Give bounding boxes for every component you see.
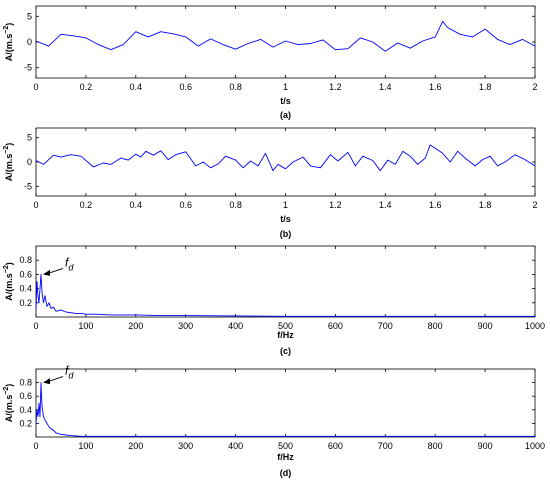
chart-panel: 0 100 200 300 400 500 600 700 800 900 1000 0.2 0.4 0.… bbox=[3, 364, 545, 478]
y-tick-label: 5 bbox=[27, 11, 32, 21]
x-tick-label: 0 bbox=[33, 321, 38, 331]
panel-caption: (a) bbox=[280, 110, 291, 120]
x-tick-label: 0.8 bbox=[229, 82, 242, 92]
x-axis-label: f/Hz bbox=[277, 452, 294, 462]
x-tick-label: 400 bbox=[228, 441, 243, 451]
x-tick-label: 900 bbox=[478, 441, 493, 451]
x-tick-label: 100 bbox=[78, 441, 93, 451]
y-tick-label: 0.4 bbox=[19, 284, 32, 294]
x-tick-label: 800 bbox=[428, 441, 443, 451]
x-tick-label: 1 bbox=[283, 82, 288, 92]
x-tick-label: 100 bbox=[78, 321, 93, 331]
y-tick-label: 0.8 bbox=[19, 255, 32, 265]
x-tick-label: 300 bbox=[178, 321, 193, 331]
chart-panel: 0 100 200 300 400 500 600 700 800 900 1000 0.2 0.4 0.… bbox=[3, 245, 545, 356]
x-tick-label: 2 bbox=[532, 82, 537, 92]
panel-caption: (c) bbox=[280, 346, 291, 356]
x-tick-label: 400 bbox=[228, 321, 243, 331]
y-tick-label: 0.4 bbox=[19, 405, 32, 415]
x-tick-label: 0 bbox=[33, 82, 38, 92]
y-tick-label: 0.2 bbox=[19, 418, 32, 428]
x-tick-label: 300 bbox=[178, 441, 193, 451]
x-tick-label: 700 bbox=[378, 321, 393, 331]
plot-frame bbox=[35, 245, 536, 318]
chart-panel: 0 0.2 0.4 0.6 0.8 1 1.2 1.4 1.6 1.8 250-5A/(m.s−2)… bbox=[3, 5, 538, 120]
plot-frame bbox=[35, 5, 536, 79]
x-tick-label: 0.6 bbox=[179, 82, 192, 92]
y-axis-label: A/(m.s−2) bbox=[3, 262, 14, 301]
annotation-label: fd bbox=[65, 364, 74, 381]
y-tick-label: 0 bbox=[27, 157, 32, 167]
y-axis-label: A/(m.s−2) bbox=[3, 143, 14, 182]
y-tick-label: 0.6 bbox=[19, 391, 32, 401]
series-line bbox=[35, 382, 535, 437]
series-line bbox=[35, 273, 535, 317]
y-tick-label: 5 bbox=[27, 133, 32, 143]
x-tick-label: 1000 bbox=[525, 321, 545, 331]
x-tick-label: 1.6 bbox=[429, 82, 442, 92]
x-tick-label: 2 bbox=[532, 200, 537, 210]
x-tick-label: 1.2 bbox=[329, 82, 342, 92]
y-tick-label: -5 bbox=[24, 63, 32, 73]
x-axis-label: f/Hz bbox=[277, 330, 294, 340]
y-axis-label: A/(m.s−2) bbox=[3, 23, 14, 62]
x-tick-label: 200 bbox=[128, 441, 143, 451]
x-tick-label: 0.8 bbox=[229, 200, 242, 210]
x-tick-label: 500 bbox=[278, 321, 293, 331]
x-tick-label: 0 bbox=[33, 441, 38, 451]
x-tick-label: 1.8 bbox=[479, 82, 492, 92]
y-tick-label: 0.2 bbox=[19, 298, 32, 308]
y-axis-label: A/(m.s−2) bbox=[3, 384, 14, 423]
panel-caption: (d) bbox=[280, 468, 292, 478]
x-tick-label: 1 bbox=[283, 200, 288, 210]
x-tick-label: 600 bbox=[328, 321, 343, 331]
x-tick-label: 500 bbox=[278, 441, 293, 451]
x-tick-label: 1.4 bbox=[379, 200, 392, 210]
x-tick-label: 0.2 bbox=[80, 200, 93, 210]
x-tick-label: 200 bbox=[128, 321, 143, 331]
series-line bbox=[35, 20, 536, 52]
x-tick-label: 1.2 bbox=[329, 200, 342, 210]
chart-panel: 0 0.2 0.4 0.6 0.8 1 1.2 1.4 1.6 1.8 250-5A/(m.s−2)… bbox=[3, 127, 538, 239]
x-tick-label: 0.4 bbox=[130, 82, 143, 92]
annotation-arrowhead bbox=[42, 378, 50, 385]
x-tick-label: 800 bbox=[428, 321, 443, 331]
x-tick-label: 1.8 bbox=[479, 200, 492, 210]
x-tick-label: 1.6 bbox=[429, 200, 442, 210]
y-tick-label: 0 bbox=[27, 37, 32, 47]
x-tick-label: 0.4 bbox=[130, 200, 143, 210]
plot-frame bbox=[35, 368, 536, 438]
x-tick-label: 600 bbox=[328, 441, 343, 451]
x-axis-label: t/s bbox=[280, 96, 291, 106]
series-line bbox=[35, 144, 536, 172]
panel-caption: (b) bbox=[280, 229, 292, 239]
x-tick-label: 0.6 bbox=[179, 200, 192, 210]
x-tick-label: 900 bbox=[478, 321, 493, 331]
annotation-label: fd bbox=[65, 255, 74, 272]
x-axis-label: t/s bbox=[280, 214, 291, 224]
y-tick-label: 0.6 bbox=[19, 269, 32, 279]
plot-frame bbox=[35, 127, 536, 197]
annotation-arrowhead bbox=[42, 269, 50, 276]
x-tick-label: 0.2 bbox=[80, 82, 93, 92]
y-tick-label: -5 bbox=[24, 181, 32, 191]
x-tick-label: 700 bbox=[378, 441, 393, 451]
y-tick-label: 0.8 bbox=[19, 378, 32, 388]
x-tick-label: 1.4 bbox=[379, 82, 392, 92]
x-tick-label: 0 bbox=[33, 200, 38, 210]
x-tick-label: 1000 bbox=[525, 441, 545, 451]
